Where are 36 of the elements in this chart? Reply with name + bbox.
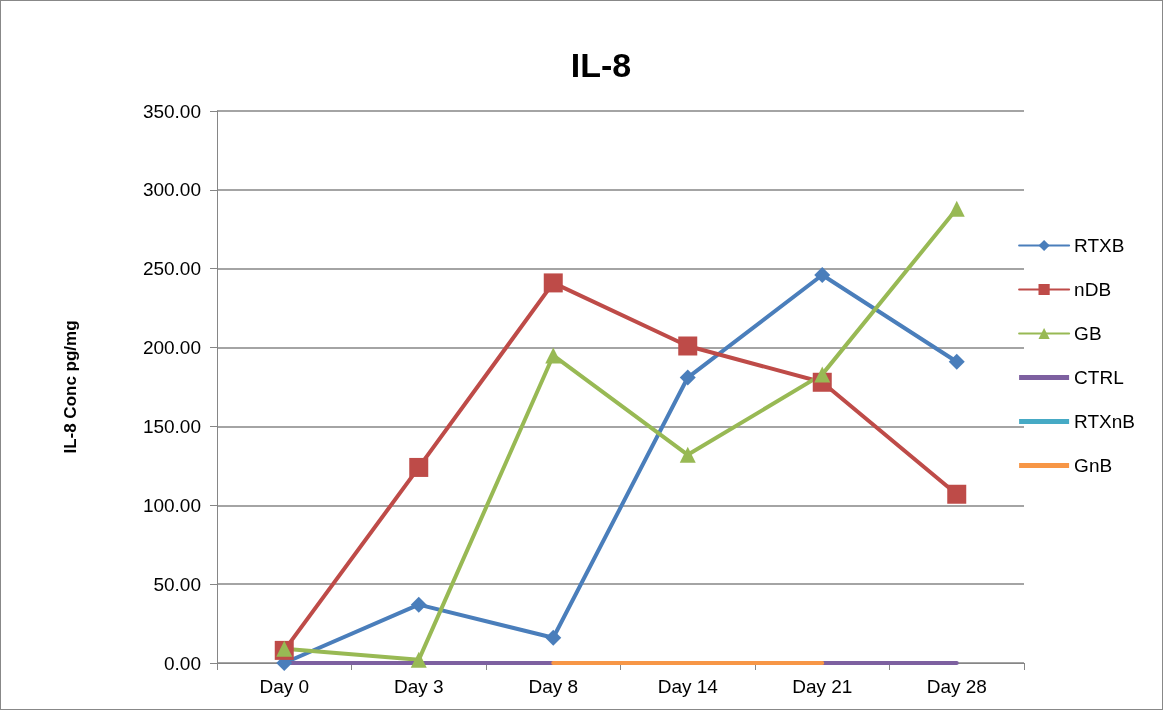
point: [814, 267, 831, 284]
y-tick-label: 0.00: [164, 652, 201, 674]
x-tick-label: Day 8: [528, 676, 579, 697]
x-tick-label: Day 3: [393, 676, 444, 697]
x-tick-label: Day 21: [792, 676, 853, 697]
legend-label: RTXnB: [1074, 411, 1136, 432]
point: [948, 353, 965, 370]
y-tick-label: 300.00: [142, 179, 201, 201]
point: [948, 200, 965, 217]
point: [410, 596, 427, 613]
y-tick-label: 250.00: [142, 258, 201, 280]
point: [545, 347, 562, 364]
point: [545, 629, 562, 646]
point: [947, 484, 967, 504]
y-tick-label: 50.00: [153, 573, 201, 595]
legend-label: RTXB: [1074, 235, 1125, 256]
y-tick-label: 200.00: [142, 337, 201, 359]
y-tick-label: 350.00: [142, 100, 201, 122]
point: [410, 651, 427, 668]
chart-title: IL-8: [570, 46, 632, 84]
point: [409, 457, 429, 477]
x-tick-label: Day 0: [259, 676, 310, 697]
point: [678, 336, 698, 356]
y-tick-label: 100.00: [142, 494, 201, 516]
point: [814, 366, 831, 383]
legend-label: GB: [1074, 323, 1102, 344]
x-tick-label: Day 28: [926, 676, 987, 697]
y-tick-label: 150.00: [142, 415, 201, 437]
y-axis-title: IL-8 Conc pg/mg: [61, 320, 80, 454]
legend-label: CTRL: [1074, 367, 1124, 388]
point: [543, 273, 563, 293]
legend-label: GnB: [1074, 455, 1113, 476]
point: [679, 369, 696, 386]
legend-label: nDB: [1074, 279, 1112, 300]
point: [679, 446, 696, 463]
x-tick-label: Day 14: [657, 676, 719, 697]
